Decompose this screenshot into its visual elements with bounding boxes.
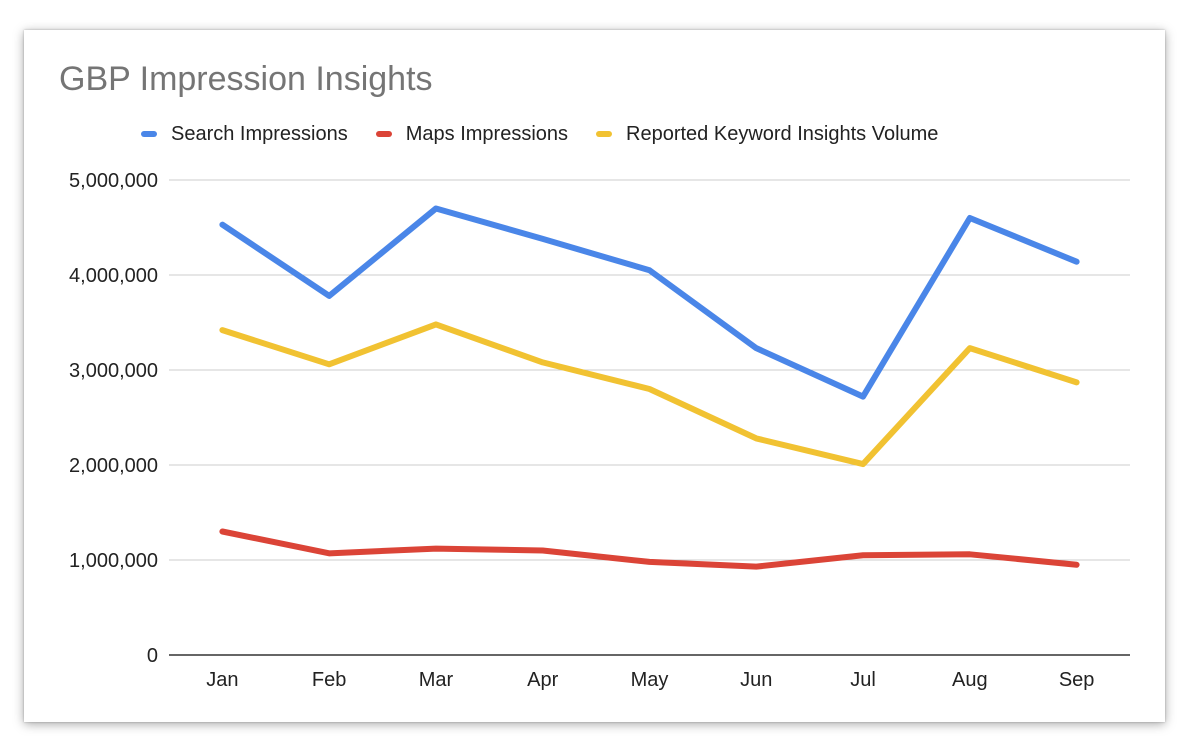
y-axis-tick-labels: 0 1,000,000 2,000,000 3,000,000 4,000,000 5,0…: [69, 170, 158, 667]
legend-item-keyword[interactable]: Reported Keyword Insights Volume: [596, 123, 938, 146]
x-tick-label: Jul: [850, 669, 876, 691]
y-tick-label: 0: [147, 645, 158, 667]
series-line-search-impressions[interactable]: [219, 205, 1080, 400]
y-tick-label: 2,000,000: [69, 455, 158, 477]
line-chart-svg: 0 1,000,000 2,000,000 3,000,000 4,000,000 5,0…: [69, 170, 1130, 691]
series-lines: [219, 205, 1080, 570]
chart-title: GBP Impression Insights: [59, 60, 433, 98]
legend-label-keyword: Reported Keyword Insights Volume: [626, 122, 939, 145]
x-tick-label: Sep: [1059, 669, 1095, 691]
x-tick-label: Feb: [312, 669, 346, 691]
legend-swatch-maps: [375, 131, 392, 137]
chart-card: GBP Impression Insights Search Impressio…: [24, 30, 1165, 722]
legend-label-maps: Maps Impressions: [405, 122, 569, 145]
y-tick-label: 3,000,000: [69, 360, 158, 382]
series-line-reported-keyword-insights-volume[interactable]: [219, 321, 1080, 468]
gridlines: [169, 179, 1130, 656]
y-tick-label: 1,000,000: [69, 550, 158, 572]
legend-label-search: Search Impressions: [171, 122, 348, 145]
chart-legend: Search Impressions Maps Impressions Repo…: [141, 120, 966, 148]
legend-item-maps[interactable]: Maps Impressions: [375, 122, 569, 146]
x-tick-label: Aug: [952, 669, 988, 691]
x-axis-tick-labels: Jan Feb Mar Apr May Jun Jul Aug Sep: [206, 669, 1094, 691]
legend-swatch-search: [141, 131, 157, 137]
x-tick-label: Jan: [206, 669, 238, 691]
legend-swatch-keyword: [596, 131, 613, 137]
y-tick-label: 5,000,000: [69, 170, 158, 192]
y-tick-label: 4,000,000: [69, 265, 158, 287]
x-tick-label: Jun: [740, 669, 772, 691]
series-line-maps-impressions[interactable]: [219, 528, 1080, 570]
x-tick-label: May: [631, 669, 669, 691]
x-tick-label: Mar: [419, 669, 454, 691]
legend-item-search[interactable]: Search Impressions: [141, 123, 348, 146]
x-tick-label: Apr: [527, 669, 558, 691]
